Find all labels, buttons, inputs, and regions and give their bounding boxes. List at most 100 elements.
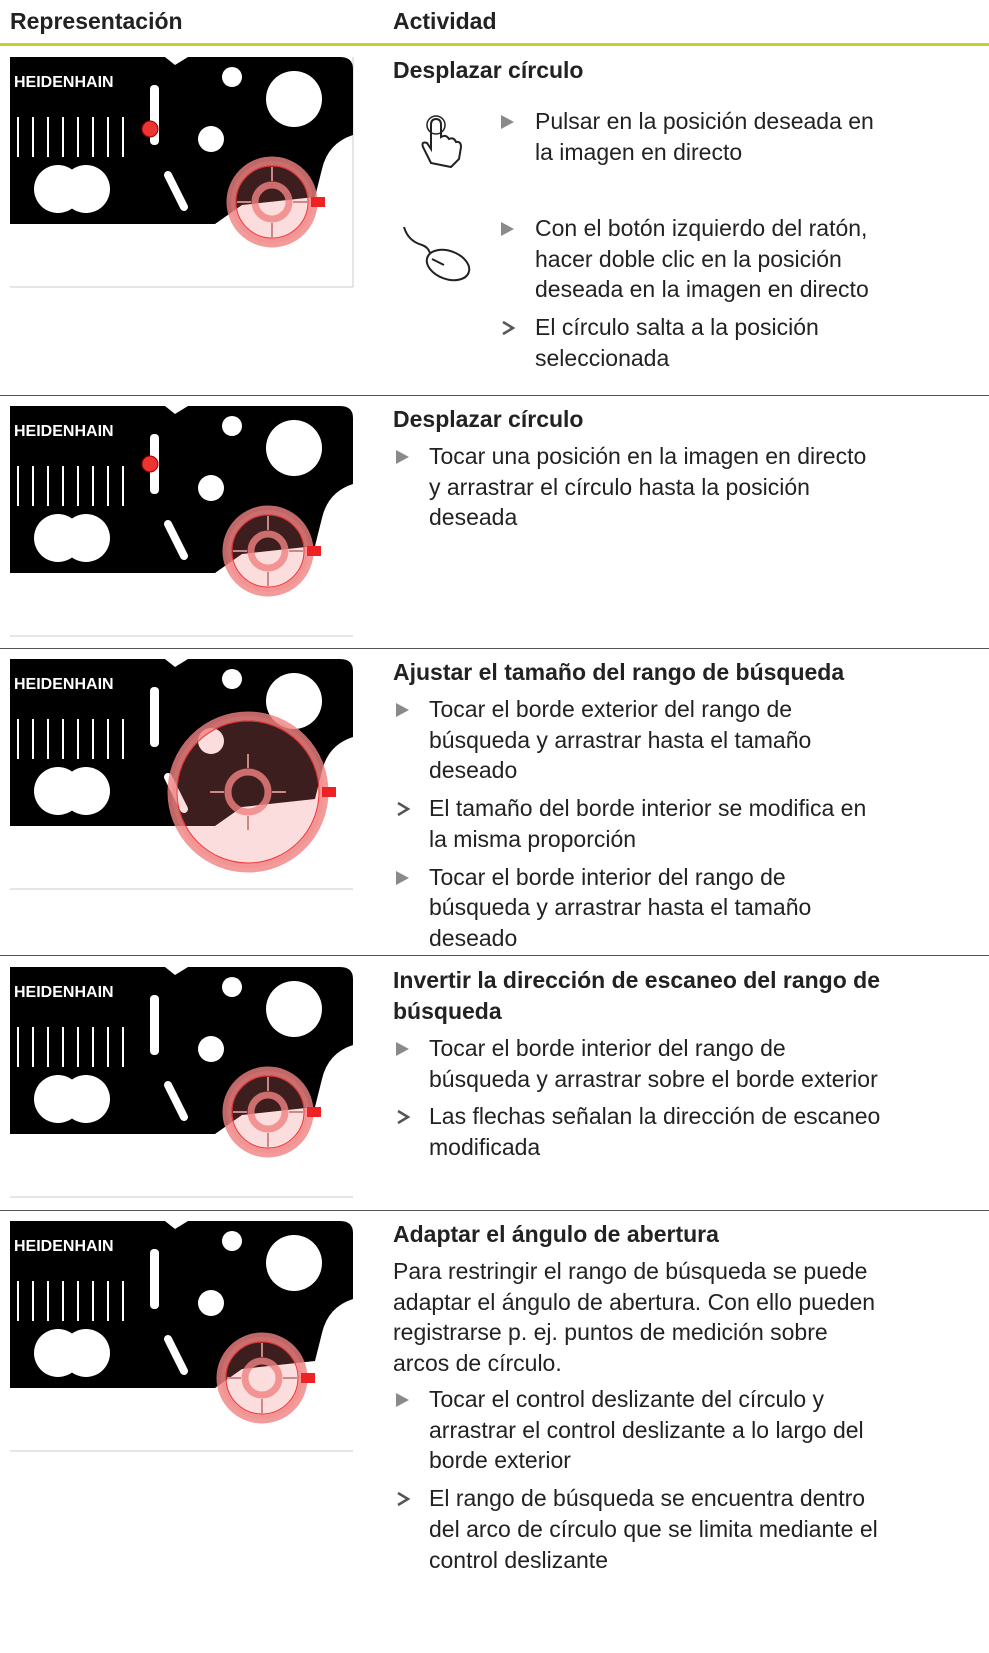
item-line: la imagen en directo <box>535 138 743 165</box>
path <box>396 450 409 464</box>
row-title: Invertir la dirección de escaneo del ran… <box>393 967 880 993</box>
path <box>396 870 409 885</box>
circle <box>266 1235 322 1291</box>
circle <box>225 1341 299 1415</box>
circle <box>62 1075 110 1123</box>
circle <box>222 67 242 87</box>
circle <box>247 530 289 572</box>
result-marker <box>397 802 411 817</box>
item-line: Tocar el borde interior del rango de <box>429 863 786 890</box>
logo: HEIDENHAIN <box>14 1238 114 1255</box>
paragraph-line: registrarse p. ej. puntos de medición so… <box>393 1319 828 1345</box>
illustration: HEIDENHAIN <box>10 57 354 288</box>
row-separator <box>0 395 989 396</box>
path <box>397 1492 411 1507</box>
line <box>164 1081 188 1121</box>
illustration: HEIDENHAIN <box>10 967 353 1198</box>
rect <box>322 787 336 797</box>
rect <box>150 687 159 747</box>
path <box>403 226 431 254</box>
item-line: deseada en la imagen en directo <box>535 276 869 303</box>
item-line: Tocar el control deslizante del círculo … <box>429 1386 825 1412</box>
circle <box>235 165 309 239</box>
circle <box>247 1091 289 1133</box>
paragraph-line: Para restringir el rango de búsqueda se … <box>393 1258 868 1284</box>
step-marker <box>396 450 409 464</box>
paragraph-line: arcos de círculo. <box>393 1349 562 1376</box>
circle <box>62 767 110 815</box>
path <box>501 115 514 129</box>
path <box>421 117 463 169</box>
illustration: HEIDENHAIN <box>10 659 353 890</box>
item-line: deseada <box>429 504 518 531</box>
path <box>397 802 411 817</box>
illustration: HEIDENHAIN <box>10 406 353 637</box>
row-title: Desplazar círculo <box>393 406 584 432</box>
item-line: Tocar una posición en la imagen en direc… <box>429 443 867 469</box>
logo: HEIDENHAIN <box>14 984 114 1001</box>
rect <box>150 995 159 1055</box>
mouse-icon <box>403 226 471 282</box>
path <box>396 1393 409 1407</box>
item-line: Pulsar en la posición deseada en <box>535 108 874 134</box>
item-line: la misma proporción <box>429 825 637 852</box>
circle <box>198 1290 224 1316</box>
step-marker <box>396 870 409 885</box>
item-line: control deslizante <box>429 1546 608 1573</box>
step-marker <box>396 1042 409 1056</box>
item-line: modificada <box>429 1134 541 1161</box>
rect <box>307 1107 321 1117</box>
row-title: Ajustar el tamaño del rango de búsqueda <box>393 659 845 685</box>
circle <box>266 420 322 476</box>
circle <box>167 711 329 873</box>
circle <box>241 1357 283 1399</box>
item-line: arrastrar el control deslizante a lo lar… <box>429 1416 864 1443</box>
item-line: seleccionada <box>535 344 670 371</box>
item-line: Tocar el borde interior del rango de <box>429 1035 786 1061</box>
circle <box>62 1329 110 1377</box>
line <box>164 171 188 211</box>
item-line: búsqueda y arrastrar hasta el tamaño <box>429 726 812 753</box>
line <box>431 258 445 266</box>
step-marker <box>501 222 514 236</box>
row-separator <box>0 955 989 956</box>
item-line: Las flechas señalan la dirección de esca… <box>429 1103 881 1130</box>
rect <box>311 197 325 207</box>
circle <box>62 514 110 562</box>
circle <box>176 720 320 864</box>
row-title: búsqueda <box>393 998 502 1024</box>
path <box>396 703 409 717</box>
circle <box>224 768 272 816</box>
item-line: y arrastrar el círculo hasta la posición <box>429 473 810 500</box>
row-title: Adaptar el ángulo de abertura <box>393 1221 719 1247</box>
path <box>397 1110 411 1125</box>
circle <box>141 120 159 138</box>
item-line: búsqueda y arrastrar hasta el tamaño <box>429 894 812 921</box>
item-line: deseado <box>429 924 518 951</box>
item-line: hacer doble clic en la posición <box>535 245 842 272</box>
result-marker <box>502 321 516 336</box>
circle <box>62 165 110 213</box>
rect <box>150 1249 159 1309</box>
row-separator <box>0 648 989 649</box>
result-marker <box>397 1492 411 1507</box>
circle <box>222 1231 242 1251</box>
touch-icon <box>421 115 463 169</box>
row-title: Desplazar círculo <box>393 57 584 83</box>
circle <box>231 1075 305 1149</box>
path <box>502 321 516 336</box>
path <box>501 222 514 236</box>
row-separator <box>0 1210 989 1211</box>
header-rule <box>0 43 989 46</box>
circle <box>266 71 322 127</box>
item-line: El tamaño del borde interior se modifica… <box>429 795 867 822</box>
item-line: del arco de círculo que se limita median… <box>429 1515 878 1542</box>
illustration: HEIDENHAIN <box>10 1221 353 1452</box>
item-line: deseado <box>429 757 518 784</box>
ellipse <box>425 248 471 282</box>
circle <box>141 455 159 473</box>
line <box>164 1335 188 1375</box>
circle <box>251 181 293 223</box>
item-line: El círculo salta a la posición <box>535 314 819 341</box>
